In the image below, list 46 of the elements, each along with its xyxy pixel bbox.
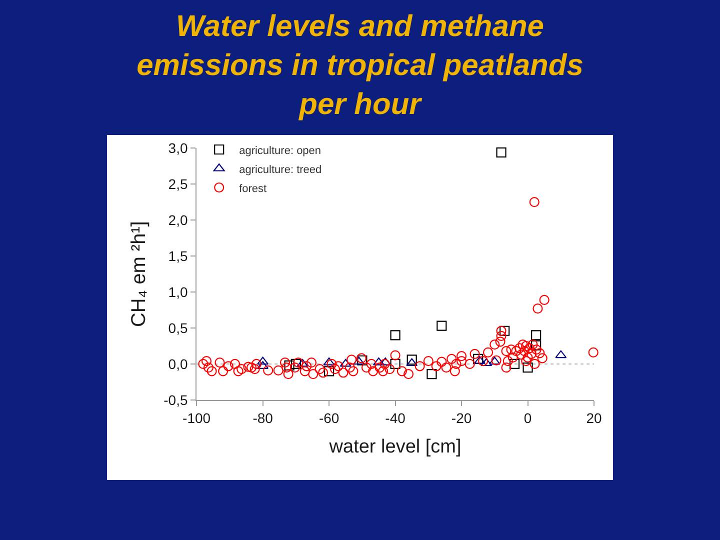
x-tick-label: 20 [586, 410, 602, 426]
x-tick-label: 0 [524, 410, 532, 426]
point [426, 369, 437, 380]
y-tick-label: 0,0 [168, 356, 188, 372]
point [296, 358, 308, 367]
point [496, 147, 506, 158]
x-tick-label: -100 [182, 410, 211, 426]
point [406, 358, 418, 366]
point [488, 356, 500, 365]
legend-label: forest [239, 182, 267, 195]
point [290, 358, 301, 370]
legend-label: agriculture: open [239, 144, 322, 157]
point [500, 326, 510, 336]
y-tick-label: 2,5 [168, 176, 188, 192]
point [531, 340, 542, 350]
y-tick-label: 3,0 [168, 140, 188, 156]
point [284, 360, 294, 370]
chart-title: Water levels and methane emissions in tropical peatlands per hour [136, 10, 584, 121]
point [406, 354, 417, 365]
point [390, 358, 400, 370]
point [353, 356, 365, 365]
y-tick-label: 2,0 [168, 212, 188, 228]
point [323, 357, 335, 366]
point [390, 330, 400, 340]
legend-label: agriculture: treed [239, 164, 322, 176]
point [372, 357, 384, 366]
point [509, 358, 520, 370]
x-tick-label: -60 [318, 410, 340, 426]
x-tick-label: -80 [252, 410, 274, 426]
point [324, 366, 334, 376]
x-axis-title: water level [cm] [328, 436, 462, 458]
point [340, 358, 352, 367]
y-tick-label: 0,5 [168, 320, 188, 336]
y-tick-label: 1,5 [168, 248, 188, 264]
point [522, 362, 533, 373]
point [555, 350, 567, 358]
y-axis-title: CH₄ em ²h¹] [128, 221, 150, 328]
y-tick-label: 1,0 [168, 284, 188, 300]
point [380, 357, 392, 366]
y-tick-label: -0,5 [164, 392, 188, 408]
x-tick-label: -20 [451, 410, 472, 426]
point [480, 358, 492, 366]
point [531, 330, 542, 340]
point [257, 356, 269, 365]
point [436, 320, 447, 331]
x-tick-label: -40 [385, 410, 406, 426]
